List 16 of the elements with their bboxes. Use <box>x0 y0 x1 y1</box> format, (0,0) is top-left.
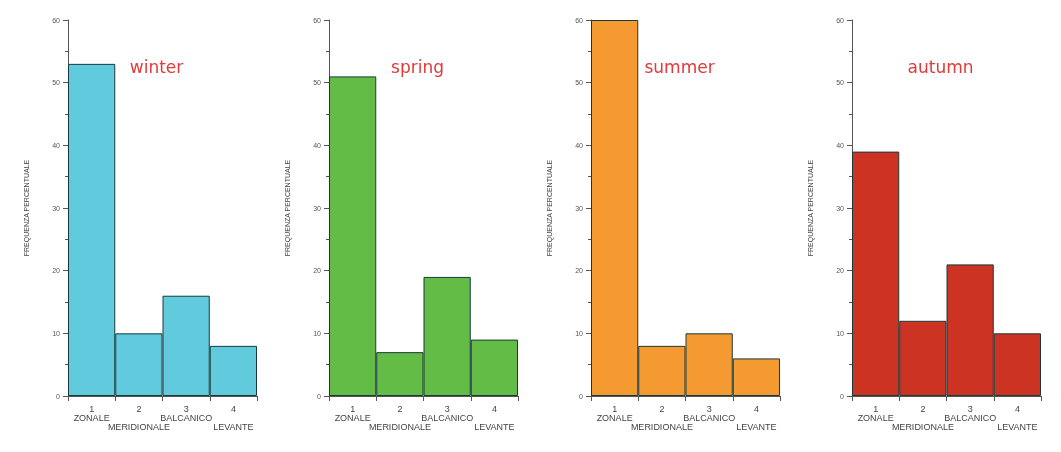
x-tick-label: 4 LEVANTE <box>996 403 1038 432</box>
x-tick-label: 1 ZONALE <box>73 403 110 423</box>
x-tick-label: 1 ZONALE <box>857 403 894 423</box>
x-tick-label: 4 LEVANTE <box>474 403 515 432</box>
text: summer <box>643 56 715 77</box>
x-tick-label: 3 BALCANICO <box>160 403 213 423</box>
x-tick-label: 4 LEVANTE <box>735 403 777 432</box>
x-tick-label: 4 LEVANTE <box>213 403 254 432</box>
x-tick-label: 3 BALCANICO <box>943 403 996 423</box>
x-tick-label: 3 BALCANICO <box>421 403 474 423</box>
text: autumn <box>907 56 974 77</box>
text: winter <box>129 56 184 77</box>
text: spring <box>391 56 445 77</box>
x-tick-label: 1 ZONALE <box>334 403 371 423</box>
x-tick-label: 3 BALCANICO <box>682 403 735 423</box>
x-tick-label: 1 ZONALE <box>596 403 633 423</box>
